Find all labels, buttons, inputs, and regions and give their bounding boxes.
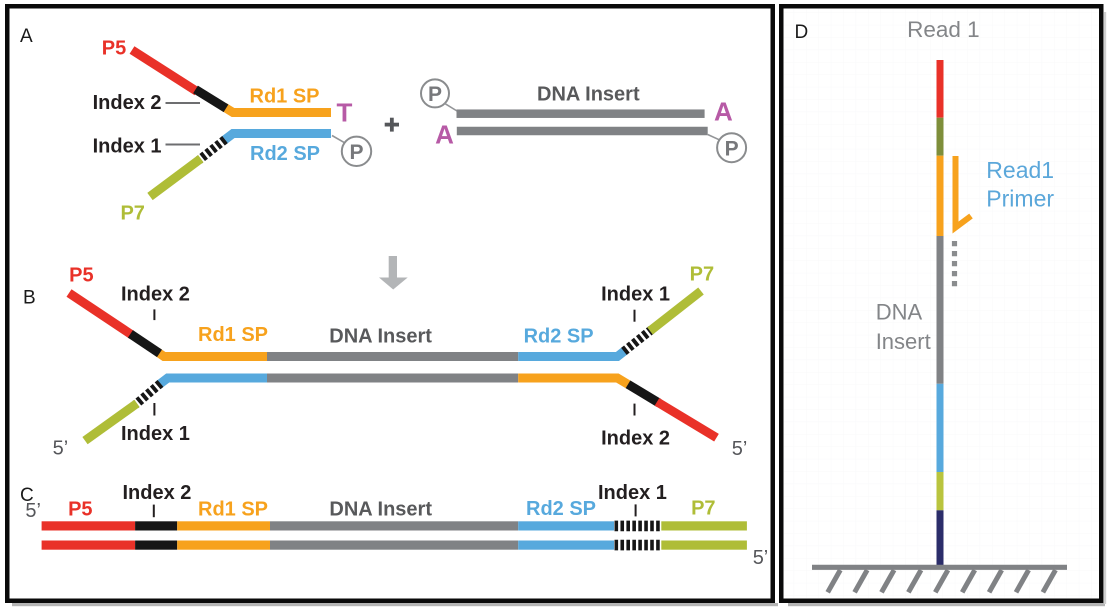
svg-text:P7: P7 <box>120 203 144 225</box>
svg-text:Index 2: Index 2 <box>121 284 190 306</box>
svg-text:P: P <box>349 141 363 164</box>
svg-text:P5: P5 <box>68 498 92 520</box>
svg-text:P: P <box>428 83 442 106</box>
svg-text:DNA: DNA <box>876 300 923 325</box>
svg-text:Index 1: Index 1 <box>93 136 162 158</box>
svg-text:Index 2: Index 2 <box>123 482 192 504</box>
svg-text:Rd2 SP: Rd2 SP <box>526 498 596 520</box>
svg-text:5’: 5’ <box>53 438 69 460</box>
svg-text:P7: P7 <box>691 498 715 520</box>
svg-text:T: T <box>337 97 353 127</box>
svg-text:Index 1: Index 1 <box>121 423 190 445</box>
svg-text:A: A <box>435 120 454 150</box>
svg-text:Rd1 SP: Rd1 SP <box>250 86 320 108</box>
svg-text:Index 2: Index 2 <box>93 92 162 114</box>
svg-text:Insert: Insert <box>876 329 931 354</box>
svg-text:Rd2 SP: Rd2 SP <box>250 143 320 165</box>
svg-text:Rd2 SP: Rd2 SP <box>524 326 594 348</box>
svg-text:D: D <box>795 22 809 43</box>
svg-text:DNA Insert: DNA Insert <box>329 326 432 348</box>
svg-text:P5: P5 <box>69 265 93 287</box>
svg-text:B: B <box>23 288 36 309</box>
svg-text:Index 1: Index 1 <box>598 482 667 504</box>
svg-text:5’: 5’ <box>753 547 769 569</box>
svg-text:Rd1 SP: Rd1 SP <box>198 498 268 520</box>
svg-text:C: C <box>20 485 34 506</box>
svg-text:Primer: Primer <box>986 185 1054 211</box>
svg-text:Read 1: Read 1 <box>907 17 980 42</box>
svg-text:A: A <box>714 97 733 127</box>
svg-text:5’: 5’ <box>25 500 41 522</box>
svg-text:Rd1 SP: Rd1 SP <box>198 324 268 346</box>
svg-text:P: P <box>725 137 739 160</box>
svg-text:Index 1: Index 1 <box>601 284 670 306</box>
svg-text:DNA Insert: DNA Insert <box>329 498 432 520</box>
svg-text:Read1: Read1 <box>986 157 1054 183</box>
svg-text:DNA Insert: DNA Insert <box>537 84 640 106</box>
svg-text:A: A <box>20 26 33 47</box>
svg-text:P7: P7 <box>690 264 714 286</box>
svg-text:P5: P5 <box>102 38 126 60</box>
svg-text:5’: 5’ <box>732 438 748 460</box>
svg-text:Index 2: Index 2 <box>601 428 670 450</box>
